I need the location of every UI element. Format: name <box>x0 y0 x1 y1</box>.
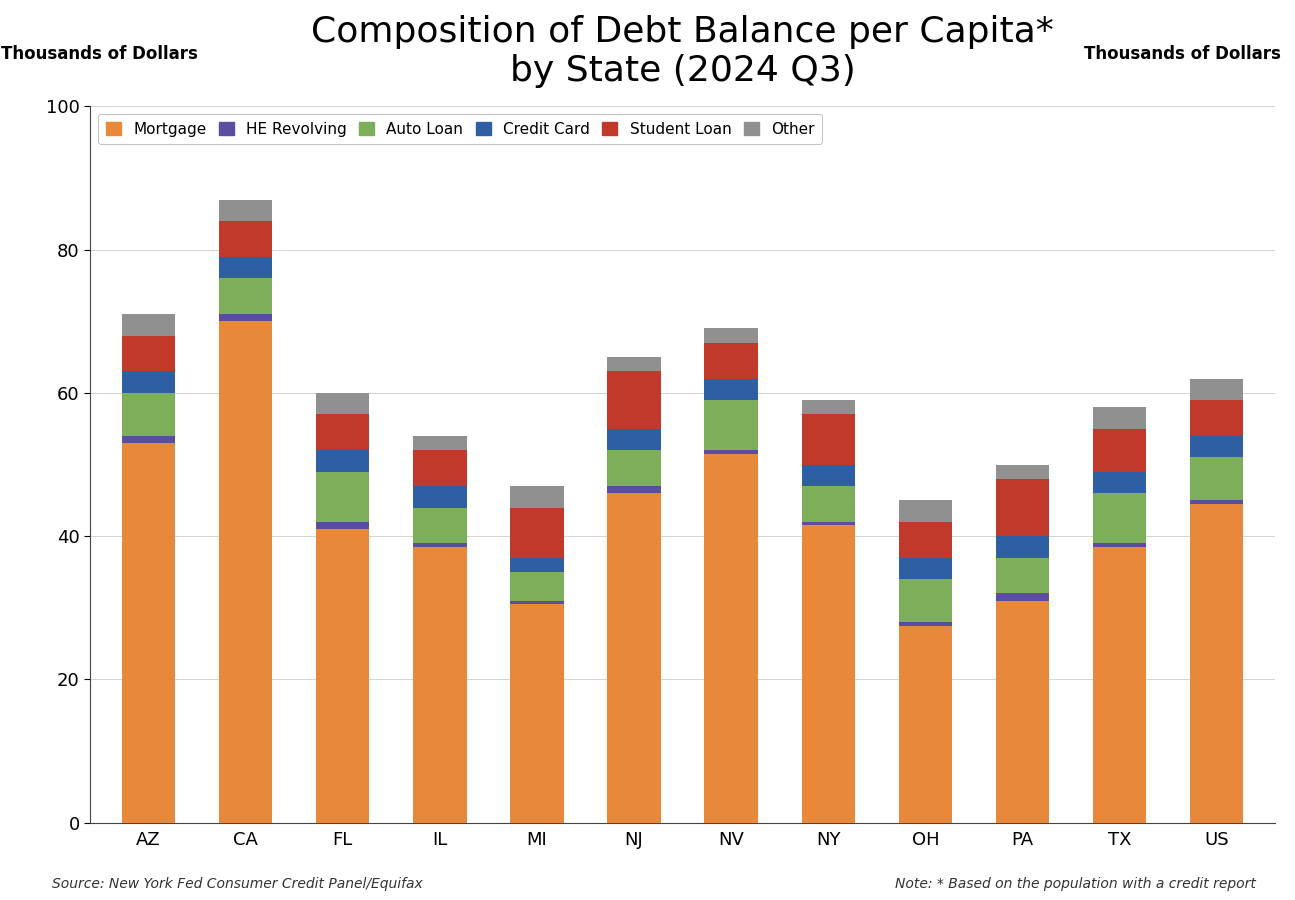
Bar <box>996 593 1049 600</box>
Bar <box>122 443 175 823</box>
Bar <box>704 343 758 379</box>
Bar <box>316 450 369 472</box>
Bar <box>219 314 272 321</box>
Bar <box>413 450 466 486</box>
Bar <box>316 529 369 823</box>
Bar <box>413 547 466 823</box>
Bar <box>219 221 272 256</box>
Bar <box>413 544 466 547</box>
Bar <box>316 393 369 414</box>
Bar <box>1190 400 1243 436</box>
Bar <box>413 436 466 450</box>
Bar <box>607 486 660 493</box>
Title: Composition of Debt Balance per Capita*
by State (2024 Q3): Composition of Debt Balance per Capita* … <box>311 15 1054 88</box>
Bar <box>704 454 758 823</box>
Bar <box>802 400 855 414</box>
Bar <box>899 579 952 622</box>
Bar <box>607 428 660 450</box>
Bar <box>996 536 1049 558</box>
Bar <box>607 493 660 823</box>
Bar <box>1190 500 1243 504</box>
Bar <box>510 572 563 600</box>
Bar <box>996 479 1049 536</box>
Bar <box>802 486 855 522</box>
Bar <box>996 600 1049 823</box>
Bar <box>219 256 272 278</box>
Text: Thousands of Dollars: Thousands of Dollars <box>1084 45 1281 63</box>
Bar <box>1190 504 1243 823</box>
Bar <box>510 600 563 604</box>
Bar <box>1190 457 1243 500</box>
Bar <box>704 328 758 343</box>
Text: Thousands of Dollars: Thousands of Dollars <box>1 45 198 63</box>
Bar <box>996 464 1049 479</box>
Bar <box>316 472 369 522</box>
Text: Source: New York Fed Consumer Credit Panel/Equifax: Source: New York Fed Consumer Credit Pan… <box>52 877 422 891</box>
Bar <box>1190 436 1243 457</box>
Bar <box>1093 544 1146 547</box>
Bar <box>1093 472 1146 493</box>
Bar <box>510 604 563 823</box>
Bar <box>122 314 175 336</box>
Bar <box>996 558 1049 593</box>
Bar <box>802 526 855 823</box>
Bar <box>899 622 952 626</box>
Bar <box>899 626 952 823</box>
Bar <box>1093 407 1146 428</box>
Bar <box>704 450 758 454</box>
Bar <box>899 522 952 558</box>
Bar <box>122 393 175 436</box>
Bar <box>122 372 175 393</box>
Bar <box>122 436 175 443</box>
Bar <box>413 486 466 508</box>
Text: Note: * Based on the population with a credit report: Note: * Based on the population with a c… <box>895 877 1256 891</box>
Bar <box>899 500 952 522</box>
Bar <box>219 278 272 314</box>
Bar <box>510 486 563 508</box>
Bar <box>316 414 369 450</box>
Legend: Mortgage, HE Revolving, Auto Loan, Credit Card, Student Loan, Other: Mortgage, HE Revolving, Auto Loan, Credi… <box>98 114 822 144</box>
Bar <box>899 558 952 579</box>
Bar <box>1093 428 1146 472</box>
Bar <box>219 321 272 823</box>
Bar <box>1093 547 1146 823</box>
Bar <box>510 508 563 558</box>
Bar <box>607 357 660 372</box>
Bar <box>1093 493 1146 544</box>
Bar <box>219 200 272 221</box>
Bar <box>607 450 660 486</box>
Bar <box>316 522 369 529</box>
Bar <box>607 372 660 428</box>
Bar <box>802 414 855 464</box>
Bar <box>704 379 758 400</box>
Bar <box>413 508 466 544</box>
Bar <box>802 522 855 526</box>
Bar <box>1190 379 1243 400</box>
Bar <box>122 336 175 372</box>
Bar <box>510 558 563 572</box>
Bar <box>802 464 855 486</box>
Bar <box>704 400 758 450</box>
